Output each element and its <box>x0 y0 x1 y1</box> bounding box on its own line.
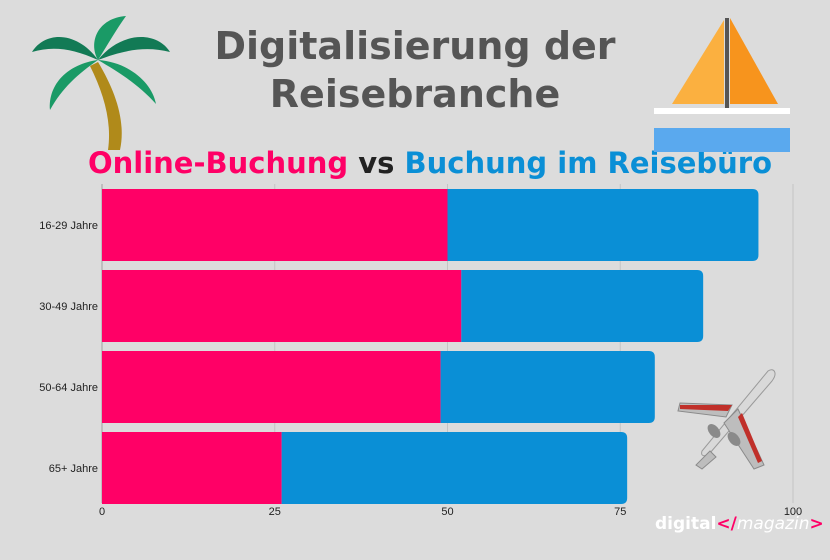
y-tick-label: 30-49 Jahre <box>39 301 98 313</box>
x-tick-label: 25 <box>269 506 281 518</box>
subtitle: Online-Buchung vs Buchung im Reisebüro <box>60 146 800 180</box>
x-tick-label: 100 <box>784 506 802 518</box>
subtitle-vs: vs <box>358 146 395 180</box>
y-tick-label: 16-29 Jahre <box>39 220 98 232</box>
page-title: Digitalisierung der Reisebranche <box>160 22 670 118</box>
bar-series2-4 <box>281 432 628 504</box>
sailboat-icon <box>654 18 790 152</box>
x-tick-label: 50 <box>441 506 453 518</box>
bar-series1-1 <box>102 189 448 261</box>
y-tick-label: 65+ Jahre <box>49 463 98 475</box>
bar-series2-1 <box>447 189 759 261</box>
x-tick-label: 75 <box>614 506 626 518</box>
brand-part-2: magazin <box>736 514 810 534</box>
brand-mark-close: > <box>809 514 824 534</box>
title-line-2: Reisebranche <box>269 72 561 116</box>
bar-series1-3 <box>102 351 441 423</box>
y-tick-label: 50-64 Jahre <box>39 382 98 394</box>
bar-series1-4 <box>102 432 282 504</box>
x-tick-label: 0 <box>99 506 105 518</box>
bar-series1-2 <box>102 270 462 342</box>
palm-tree-icon <box>32 16 170 150</box>
title-line-1: Digitalisierung der <box>214 24 616 68</box>
brand-part-1: digital <box>655 514 717 534</box>
airplane-icon <box>677 369 776 470</box>
brand-logo: digital</magazin> <box>655 514 824 534</box>
subtitle-online: Online-Buchung <box>87 146 349 180</box>
brand-mark-open: </ <box>716 514 737 534</box>
bar-series2-3 <box>440 351 655 423</box>
bar-series2-2 <box>461 270 704 342</box>
